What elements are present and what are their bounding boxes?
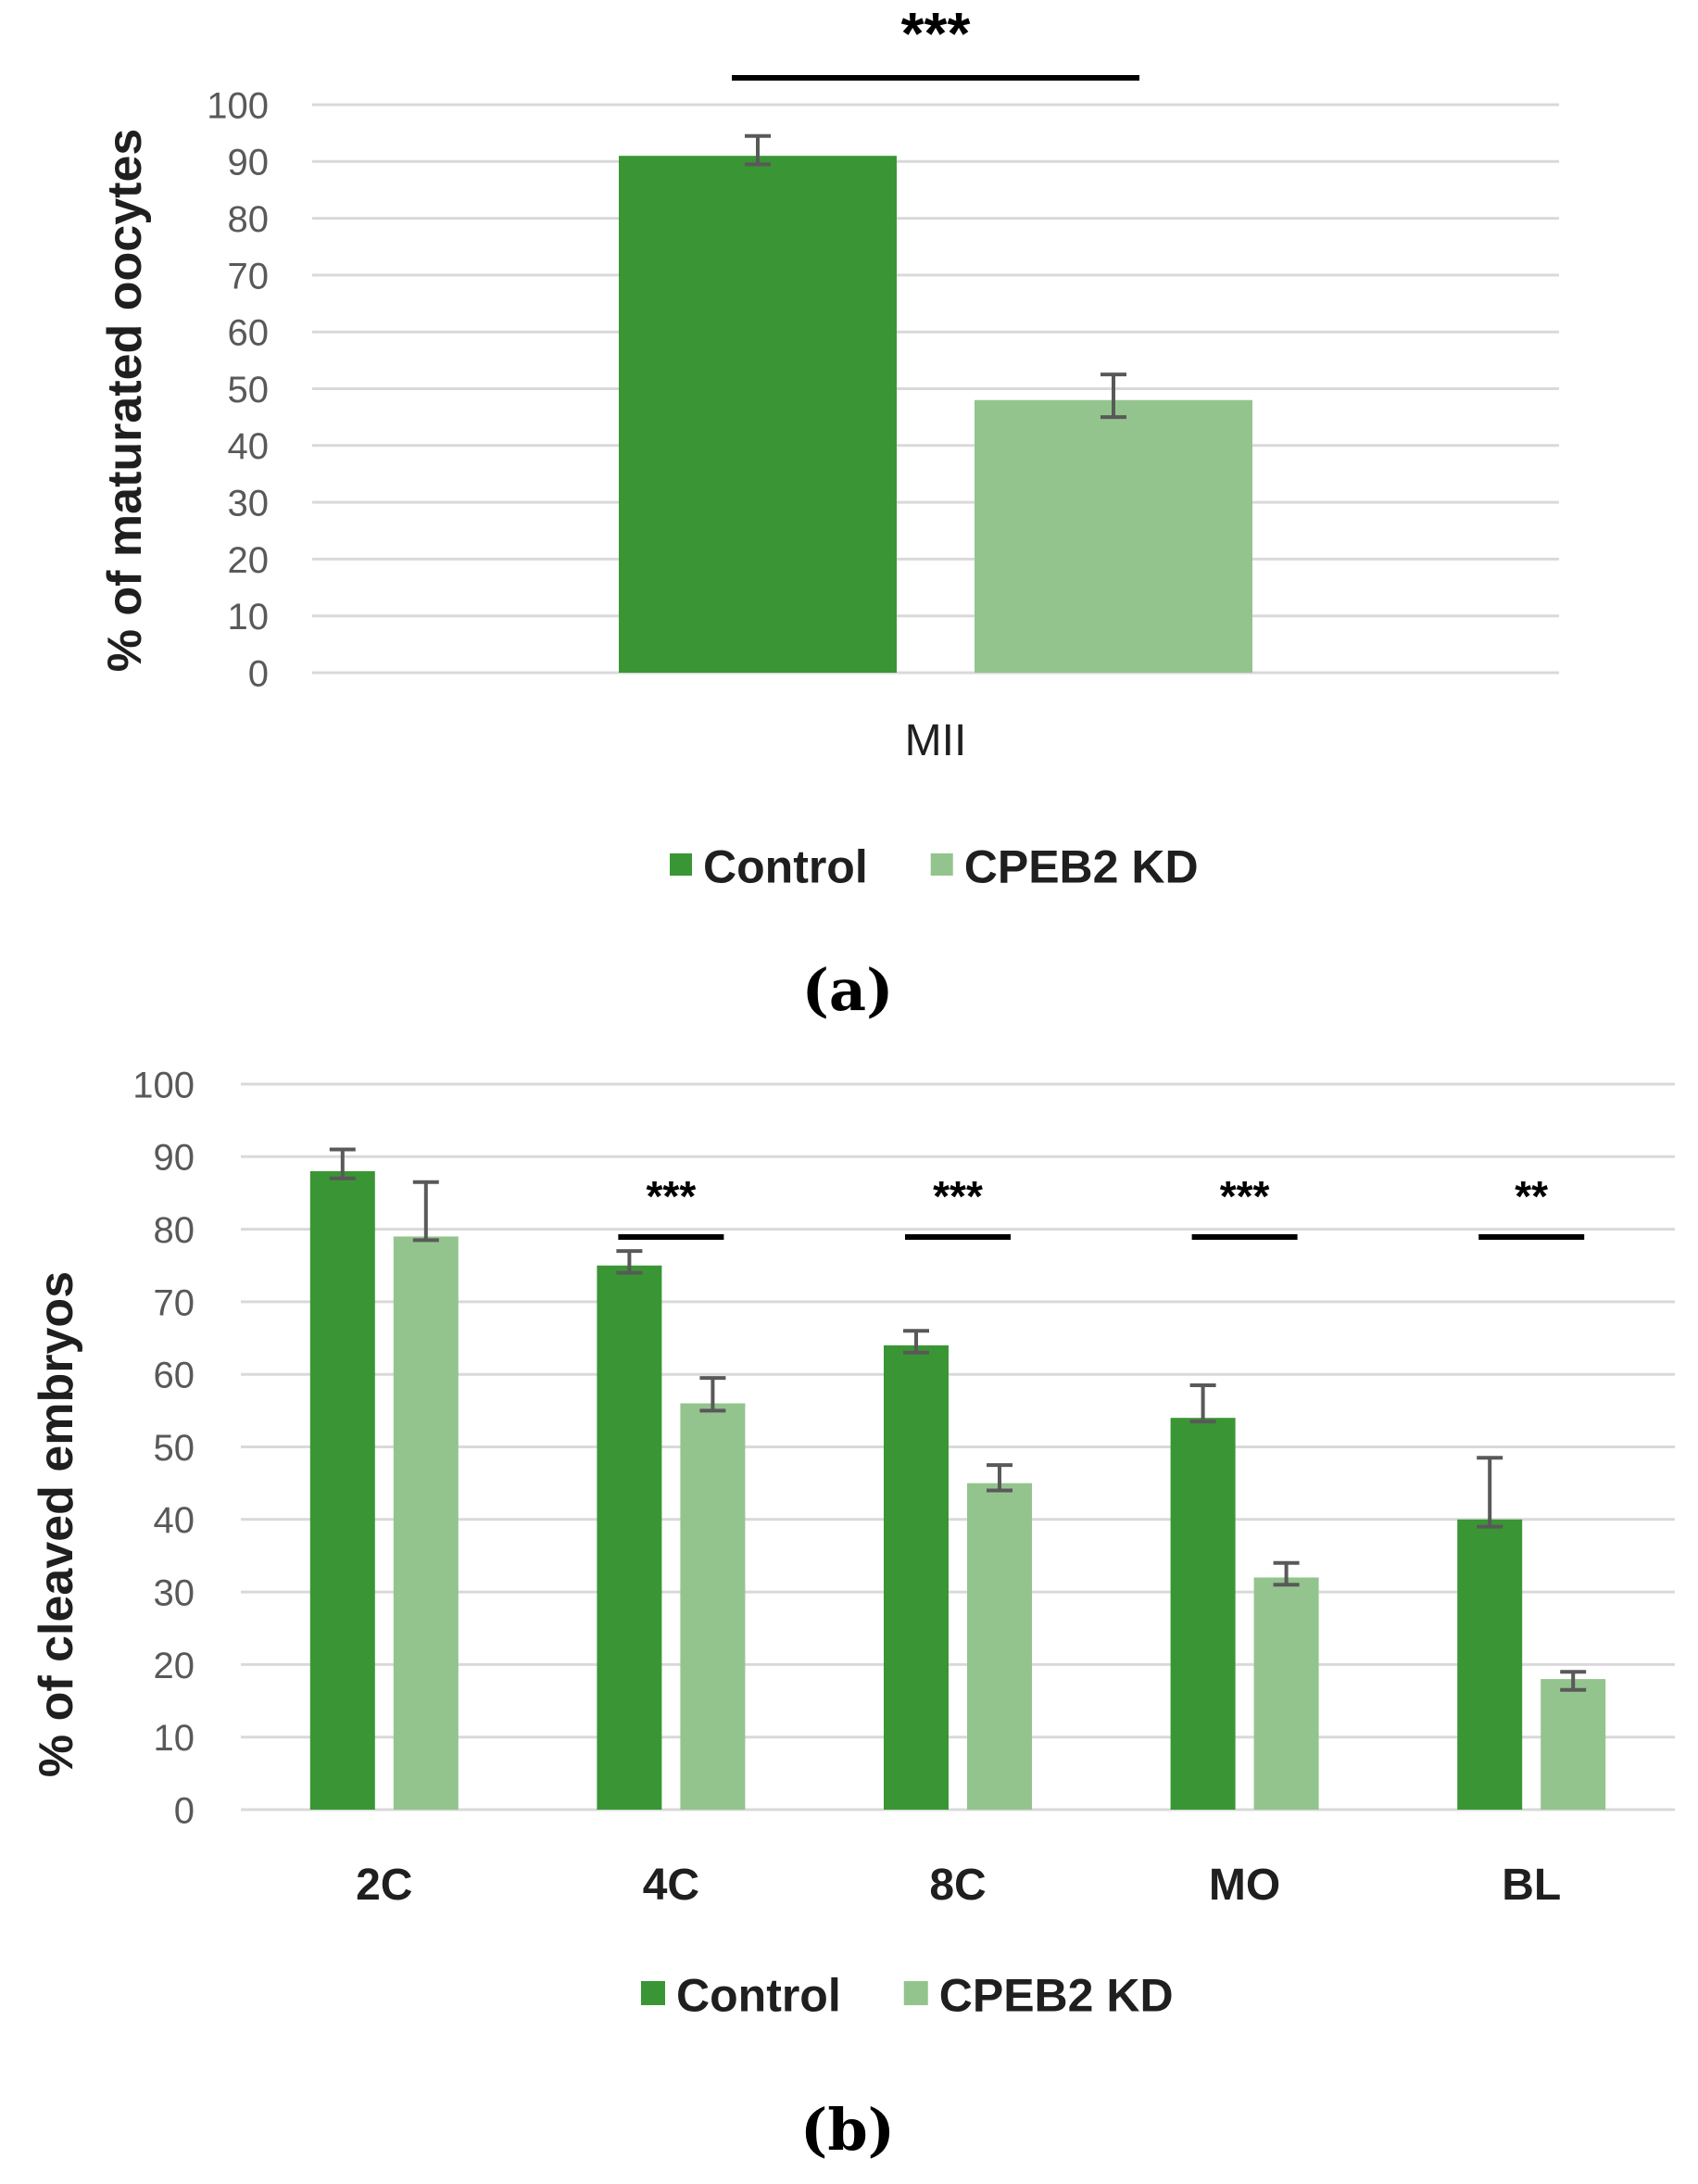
- x-category-label: MII: [905, 716, 967, 765]
- panel-b-chart: 0 10 20 30 40 50 60 70 80 90 100 % of cleaved embry…: [30, 1065, 1675, 2164]
- legend-label: CPEB2 KD: [939, 1970, 1174, 2022]
- bar-control-2c: [309, 1170, 375, 1810]
- significance-marker: ***: [901, 0, 971, 67]
- y-tick-label: 20: [154, 1646, 195, 1686]
- panel-label: (b): [800, 2096, 895, 2164]
- y-tick-label: 20: [228, 540, 270, 581]
- y-tick-label: 100: [132, 1065, 195, 1105]
- legend-label: Control: [703, 841, 868, 893]
- y-tick-label: 70: [154, 1282, 195, 1323]
- bar-control-bl: [1457, 1519, 1523, 1810]
- y-tick-label: 10: [154, 1718, 195, 1759]
- x-category-label: MO: [1209, 1861, 1280, 1910]
- y-tick-label: 50: [154, 1428, 195, 1469]
- y-tick-label: 80: [154, 1210, 195, 1251]
- y-tick-label: 40: [228, 426, 270, 467]
- legend-swatch-cpeb2-kd: [903, 1981, 928, 2005]
- y-axis-title: % of cleaved embryos: [30, 1271, 83, 1777]
- panel-a-chart: 0 10 20 30 40 50 60 70 80 90 100 % of maturated ooc…: [98, 0, 1559, 1024]
- y-tick-label: 80: [228, 199, 270, 240]
- y-tick-label: 60: [228, 313, 270, 354]
- legend-label: CPEB2 KD: [964, 841, 1199, 893]
- y-tick-label: 60: [154, 1356, 195, 1396]
- y-tick-label: 30: [154, 1573, 195, 1614]
- y-tick-label: 40: [154, 1500, 195, 1541]
- y-tick-label: 0: [174, 1790, 195, 1831]
- legend-label: Control: [676, 1970, 841, 2022]
- y-axis-title: % of maturated oocytes: [98, 129, 152, 673]
- y-tick-label: 10: [228, 597, 270, 638]
- panel-label: (a): [802, 956, 894, 1024]
- significance-marker: **: [1515, 1172, 1548, 1220]
- bar-control-8c: [884, 1344, 949, 1810]
- y-tick-label: 100: [207, 85, 269, 126]
- bar-cpeb2-kd-2c: [393, 1236, 459, 1810]
- y-tick-label: 50: [228, 370, 270, 410]
- legend-swatch-control: [641, 1981, 665, 2005]
- significance-marker: ***: [647, 1172, 697, 1220]
- bar-cpeb2-kd-bl: [1541, 1679, 1606, 1810]
- x-category-label: 8C: [929, 1861, 986, 1910]
- bar-cpeb2-kd-4c: [680, 1403, 746, 1810]
- bar-cpeb2-kd-mii: [975, 399, 1252, 673]
- x-category-label: BL: [1502, 1861, 1561, 1910]
- y-tick-label: 90: [228, 143, 270, 183]
- legend-swatch-control: [670, 853, 692, 876]
- y-tick-label: 90: [154, 1138, 195, 1179]
- significance-marker: ***: [933, 1172, 983, 1220]
- x-category-label: 2C: [356, 1861, 412, 1910]
- bar-control-4c: [597, 1265, 662, 1810]
- bar-control-mo: [1170, 1418, 1236, 1810]
- bar-cpeb2-kd-mo: [1253, 1577, 1319, 1810]
- x-category-label: 4C: [643, 1861, 699, 1910]
- y-tick-label: 0: [248, 653, 269, 694]
- y-tick-label: 70: [228, 256, 270, 297]
- bar-cpeb2-kd-8c: [967, 1483, 1032, 1810]
- legend-swatch-cpeb2-kd: [930, 853, 953, 876]
- significance-marker: ***: [1220, 1172, 1270, 1220]
- y-tick-label: 30: [228, 484, 270, 524]
- bar-control-mii: [619, 156, 897, 674]
